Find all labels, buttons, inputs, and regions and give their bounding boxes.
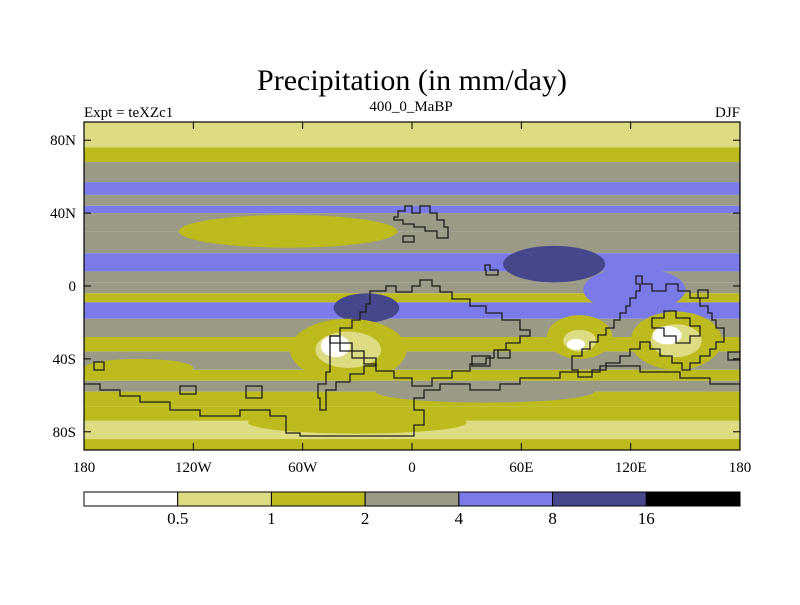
axes: 180 120W 60W 0 60E 120E 180 80N 40N 0 40S 80S xyxy=(50,122,751,476)
precip-feature-9 xyxy=(566,338,586,350)
coast-south-america xyxy=(317,335,377,411)
x-tick-label-2: 60W xyxy=(288,460,318,476)
zonal-band-3 xyxy=(84,162,740,183)
colorbar: 0.5 1 2 4 8 16 xyxy=(83,491,741,528)
colorbar-swatch-3 xyxy=(364,491,460,507)
coastline-outlines xyxy=(84,205,740,437)
colorbar-swatch-6 xyxy=(645,491,741,507)
map-title: Precipitation (in mm/day) xyxy=(257,64,567,97)
colorbar-label-3: 4 xyxy=(455,509,464,528)
precip-contour-fills xyxy=(84,122,740,450)
precip-feature-13 xyxy=(84,358,194,378)
coast-island-2 xyxy=(93,361,105,371)
coast-small-block xyxy=(402,235,415,243)
zonal-band-5 xyxy=(84,194,740,206)
coast-island-8 xyxy=(697,289,709,299)
zonal-band-4 xyxy=(84,182,740,195)
coast-asia-east xyxy=(571,275,725,378)
zonal-band-2 xyxy=(84,147,740,163)
zonal-band-14 xyxy=(84,302,740,319)
precip-feature-6 xyxy=(320,335,351,358)
precip-feature-12 xyxy=(652,326,682,345)
season-label: DJF xyxy=(715,105,740,121)
zonal-band-11 xyxy=(84,271,740,283)
precip-feature-14 xyxy=(375,380,595,403)
zonal-band-9 xyxy=(84,253,740,261)
colorbar-swatch-4 xyxy=(458,491,554,507)
coast-island-5 xyxy=(471,355,491,367)
precip-feature-3 xyxy=(178,214,398,248)
colorbar-label-1: 1 xyxy=(267,509,276,528)
precip-feature-15 xyxy=(248,411,467,434)
x-tick-label-0: 180 xyxy=(73,460,96,476)
precip-feature-0 xyxy=(503,245,606,283)
x-tick-label-6: 180 xyxy=(729,460,752,476)
coast-island-7 xyxy=(727,351,740,361)
colorbar-label-5: 16 xyxy=(638,509,655,528)
experiment-label: Expt = teXZc1 xyxy=(84,105,173,121)
y-tick-label-1: 40N xyxy=(50,206,76,222)
colorbar-swatch-5 xyxy=(552,491,647,507)
zonal-band-1 xyxy=(84,132,740,148)
coast-australia xyxy=(651,310,701,344)
map-area xyxy=(84,122,740,450)
colorbar-label-4: 8 xyxy=(548,509,557,528)
x-tick-label-4: 60E xyxy=(509,460,533,476)
colorbar-label-0: 0.5 xyxy=(167,509,188,528)
coast-island-4 xyxy=(245,385,263,399)
y-tick-label-4: 80S xyxy=(53,425,76,441)
colorbar-label-2: 2 xyxy=(361,509,370,528)
colorbar-swatch-0 xyxy=(83,491,179,507)
x-tick-label-1: 120W xyxy=(175,460,213,476)
y-tick-label-2: 0 xyxy=(69,279,77,295)
x-tick-label-5: 120E xyxy=(615,460,647,476)
zonal-band-10 xyxy=(84,260,740,272)
y-tick-label-0: 80N xyxy=(50,133,76,149)
colorbar-swatch-2 xyxy=(270,491,366,507)
zonal-band-13 xyxy=(84,293,740,303)
coast-antarctic xyxy=(84,365,740,437)
coast-island-3 xyxy=(179,385,197,395)
zonal-band-18 xyxy=(84,369,740,381)
coast-island-6 xyxy=(497,349,511,359)
coast-north-landmass xyxy=(393,205,449,239)
colorbar-swatch-1 xyxy=(177,491,272,507)
y-tick-label-3: 40S xyxy=(53,352,76,368)
precip-feature-1 xyxy=(583,267,686,312)
coast-island-1 xyxy=(484,264,499,276)
period-label: 400_0_MaBP xyxy=(369,99,452,115)
x-tick-label-3: 0 xyxy=(408,460,416,476)
